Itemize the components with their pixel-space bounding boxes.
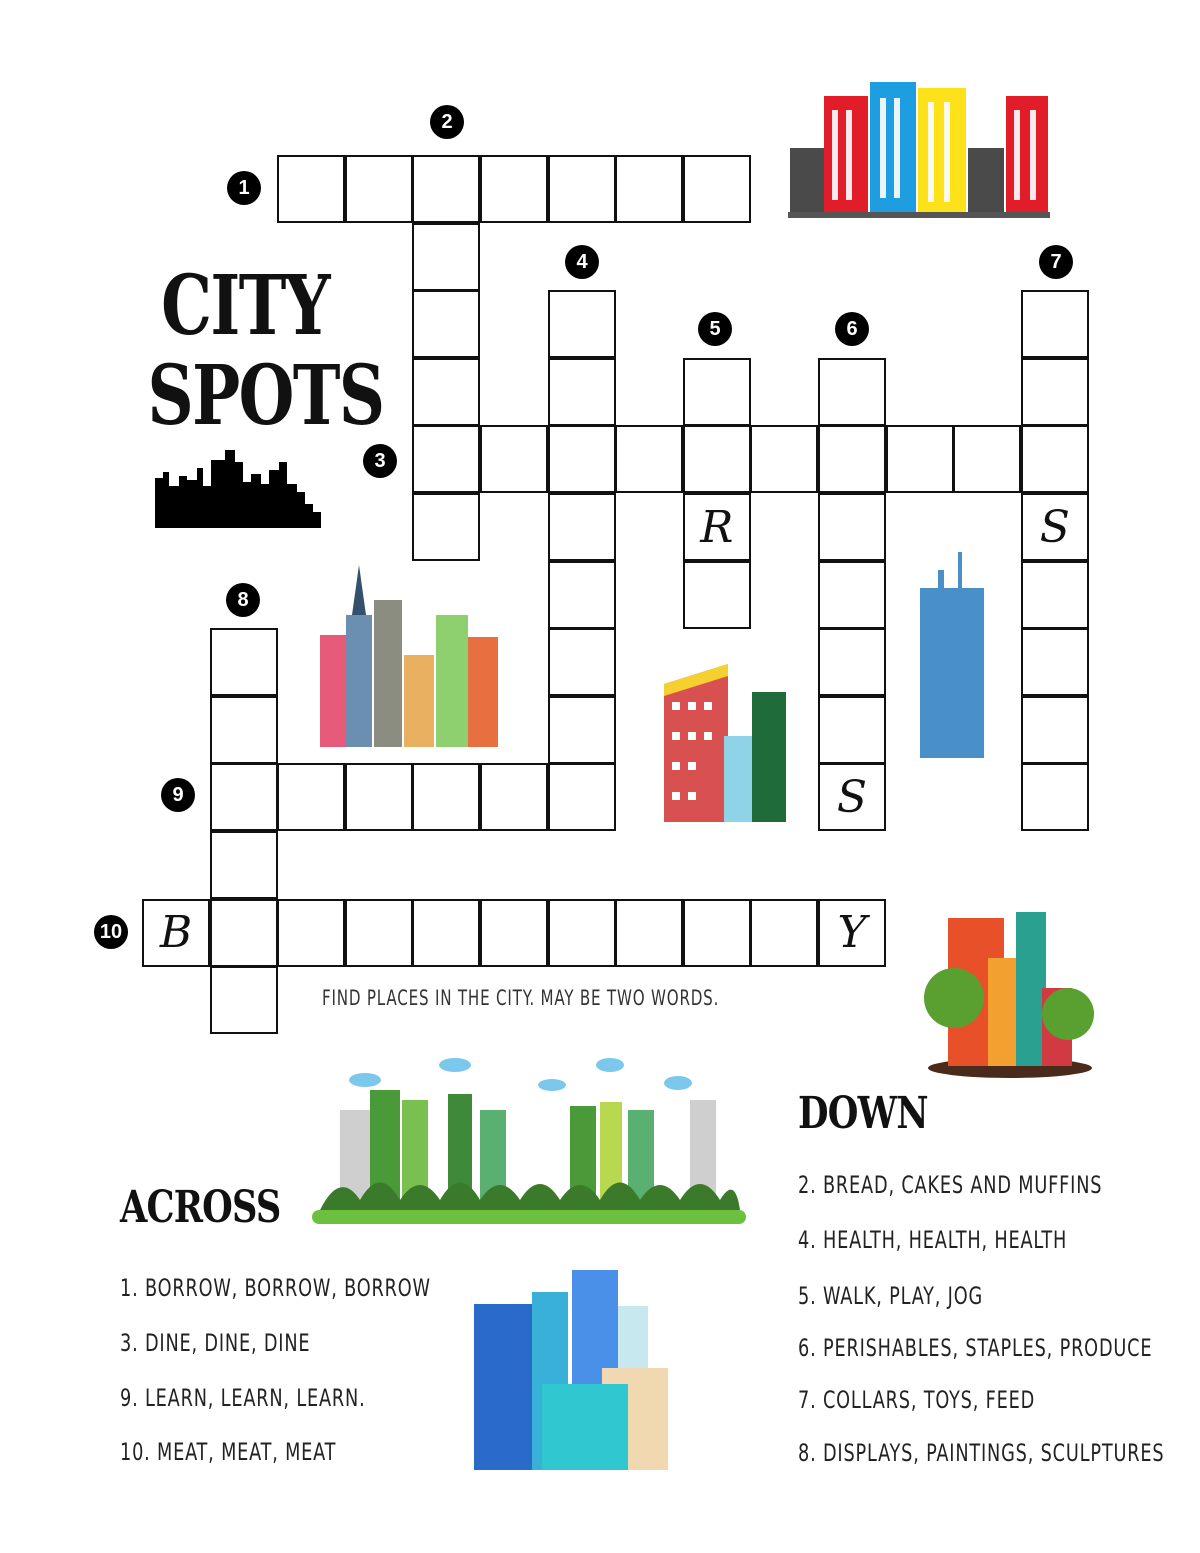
crossword-cell[interactable]: [412, 763, 481, 832]
crossword-cell[interactable]: [277, 155, 346, 223]
crossword-cell[interactable]: [750, 425, 819, 494]
crossword-cell[interactable]: [412, 222, 481, 291]
clue-number-badge: 8: [226, 583, 260, 617]
down-clue: 7. COLLARS, TOYS, FEED: [798, 1386, 1036, 1414]
crossword-cell[interactable]: [547, 425, 616, 494]
crossword-cell[interactable]: [209, 898, 278, 967]
down-clue: 2. BREAD, CAKES AND MUFFINS: [798, 1171, 1103, 1199]
crossword-cell[interactable]: [547, 290, 616, 359]
crossword-cell[interactable]: [1020, 695, 1089, 764]
crossword-cell[interactable]: [547, 898, 616, 967]
crossword-cell[interactable]: [480, 155, 548, 223]
across-heading: ACROSS: [120, 1182, 281, 1233]
crossword-cell[interactable]: [682, 560, 751, 629]
crossword-cell[interactable]: [209, 695, 278, 764]
crossword-cell[interactable]: [480, 425, 548, 494]
crossword-cell[interactable]: [1020, 628, 1089, 697]
crossword-cell[interactable]: [209, 966, 278, 1035]
crossword-cell[interactable]: [818, 357, 886, 426]
crossword-cell[interactable]: [818, 560, 886, 629]
title-city: CITY: [161, 258, 330, 354]
crossword-cell[interactable]: [818, 628, 886, 697]
crossword-cell[interactable]: [412, 898, 481, 967]
blue-city-icon: [474, 1270, 668, 1470]
instructions: FIND PLACES IN THE CITY. MAY BE TWO WORD…: [322, 986, 720, 1010]
given-letter-cell[interactable]: Y: [818, 898, 886, 967]
clue-number-badge: 4: [565, 245, 599, 279]
crossword-cell[interactable]: [547, 560, 616, 629]
crossword-cell[interactable]: [682, 155, 751, 223]
crossword-cell[interactable]: [818, 425, 886, 494]
crossword-cell[interactable]: [547, 155, 616, 223]
crossword-cell[interactable]: [344, 763, 413, 832]
clue-number-badge: 5: [698, 312, 732, 346]
crossword-cell[interactable]: [412, 425, 481, 494]
crossword-cell[interactable]: [480, 763, 548, 832]
across-clue: 3. DINE, DINE, DINE: [120, 1329, 311, 1357]
crossword-cell[interactable]: [480, 898, 548, 967]
crossword-cell[interactable]: [412, 357, 481, 426]
crossword-cell[interactable]: [682, 425, 751, 494]
crossword-cell[interactable]: [344, 155, 413, 223]
clue-number-badge: 7: [1039, 245, 1073, 279]
crossword-cell[interactable]: [818, 695, 886, 764]
across-clue: 9. LEARN, LEARN, LEARN.: [120, 1384, 366, 1412]
across-clue: 1. BORROW, BORROW, BORROW: [120, 1274, 431, 1302]
down-clue: 4. HEALTH, HEALTH, HEALTH: [798, 1226, 1068, 1254]
crossword-cell[interactable]: [682, 357, 751, 426]
title-spots: SPOTS: [147, 348, 386, 444]
crossword-cell[interactable]: [547, 493, 616, 561]
crossword-cell[interactable]: [547, 628, 616, 697]
crossword-cell[interactable]: [547, 357, 616, 426]
blue-tower-icon: [920, 552, 984, 758]
crossword-cell[interactable]: [209, 831, 278, 899]
crossword-cell[interactable]: [885, 425, 954, 494]
given-letter-cell[interactable]: S: [818, 763, 886, 832]
crossword-cell[interactable]: [615, 898, 684, 967]
crossword-cell[interactable]: [682, 898, 751, 967]
colorful-buildings-icon: [788, 82, 1050, 218]
crossword-cell[interactable]: [1020, 560, 1089, 629]
clue-number-badge: 3: [363, 444, 397, 478]
clue-number-badge: 2: [430, 105, 464, 139]
given-letter-cell[interactable]: S: [1020, 493, 1089, 561]
crossword-cell[interactable]: [412, 493, 481, 561]
crossword-cell[interactable]: [412, 290, 481, 359]
crossword-cell[interactable]: [277, 763, 346, 832]
down-heading: DOWN: [798, 1088, 929, 1139]
trees-buildings-icon: [924, 912, 1094, 1078]
crossword-cell[interactable]: [750, 898, 819, 967]
crossword-cell[interactable]: [615, 155, 684, 223]
crossword-cell[interactable]: [344, 898, 413, 967]
clue-number-badge: 6: [835, 312, 869, 346]
crossword-cell[interactable]: [1020, 357, 1089, 426]
buildings-icon: [664, 664, 786, 822]
crossword-cell[interactable]: [615, 425, 684, 494]
down-clue: 5. WALK, PLAY, JOG: [798, 1282, 984, 1310]
down-clue: 8. DISPLAYS, PAINTINGS, SCULPTURES: [798, 1439, 1165, 1467]
crossword-cell[interactable]: [277, 898, 346, 967]
clue-number-badge: 1: [227, 171, 261, 205]
skyline-silhouette-icon: [155, 450, 321, 528]
crossword-cell[interactable]: [547, 695, 616, 764]
given-letter-cell[interactable]: B: [142, 898, 210, 967]
crossword-cell[interactable]: [1020, 290, 1089, 359]
given-letter-cell[interactable]: R: [682, 493, 751, 561]
crossword-cell[interactable]: [953, 425, 1022, 494]
clue-number-badge: 10: [94, 915, 128, 949]
crossword-cell[interactable]: [818, 493, 886, 561]
skyscrapers-icon: [320, 565, 498, 747]
across-clue: 10. MEAT, MEAT, MEAT: [120, 1438, 337, 1466]
crossword-cell[interactable]: [547, 763, 616, 832]
clue-number-badge: 9: [161, 778, 195, 812]
crossword-cell[interactable]: [209, 628, 278, 697]
down-clue: 6. PERISHABLES, STAPLES, PRODUCE: [798, 1334, 1153, 1362]
crossword-cell[interactable]: [209, 763, 278, 832]
crossword-cell[interactable]: [1020, 763, 1089, 832]
crossword-cell[interactable]: [412, 155, 481, 223]
green-city-icon: [312, 1058, 746, 1224]
crossword-cell[interactable]: [1020, 425, 1089, 494]
